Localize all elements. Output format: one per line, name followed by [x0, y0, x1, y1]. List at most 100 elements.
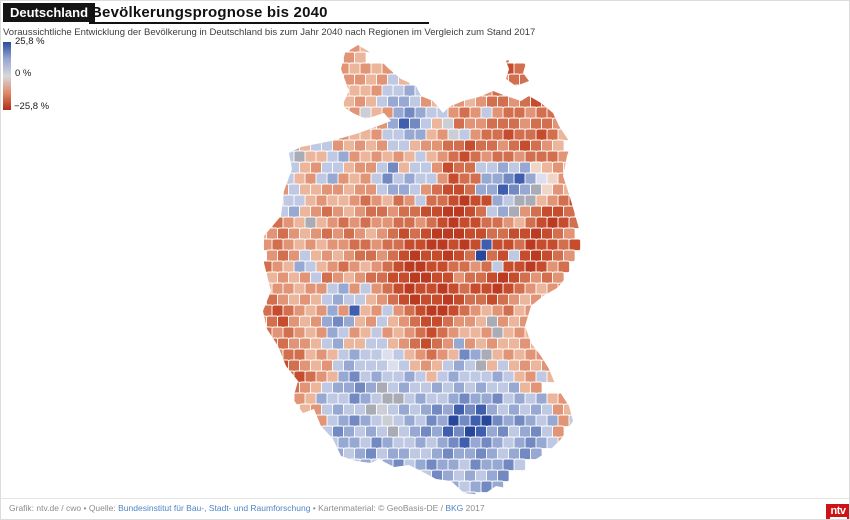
district-cell	[486, 161, 499, 175]
district-cell	[425, 84, 439, 98]
district-cell	[475, 359, 488, 373]
district-cell	[453, 293, 466, 307]
district-cell	[332, 315, 345, 329]
district-cell	[469, 216, 483, 230]
district-cell	[321, 403, 334, 417]
district-cell	[277, 359, 290, 373]
district-cell	[365, 117, 378, 131]
district-cell	[502, 414, 516, 428]
district-cell	[480, 436, 494, 450]
district-cell	[469, 348, 483, 362]
district-cell	[343, 183, 356, 197]
district-cell	[568, 216, 582, 230]
district-cell	[458, 480, 472, 494]
district-cell	[376, 403, 389, 417]
district-cell	[480, 84, 494, 98]
district-cell	[277, 293, 290, 307]
district-cell	[414, 260, 428, 274]
district-cell	[293, 260, 307, 274]
district-cell	[436, 238, 450, 252]
district-cell	[497, 425, 510, 439]
district-cell	[458, 106, 472, 120]
district-cell	[497, 315, 510, 329]
district-cell	[381, 106, 395, 120]
district-cell	[535, 370, 549, 384]
district-cell	[420, 403, 433, 417]
district-cell	[409, 117, 422, 131]
district-cell	[282, 150, 296, 164]
district-cell	[491, 62, 505, 76]
district-cell	[321, 183, 334, 197]
district-cell	[304, 282, 318, 296]
district-cell	[464, 73, 477, 87]
credit-text: Grafik: ntv.de / cwo • Quelle:	[9, 503, 119, 513]
district-cell	[359, 326, 373, 340]
district-cell	[365, 403, 378, 417]
district-cell	[447, 370, 461, 384]
district-cell	[288, 293, 301, 307]
district-cell	[420, 381, 433, 395]
district-cell	[321, 139, 334, 153]
district-cell	[431, 161, 444, 175]
district-cell	[480, 194, 494, 208]
district-cell	[263, 183, 268, 197]
country-badge: Deutschland	[3, 3, 96, 22]
district-cell	[447, 84, 461, 98]
ntv-logo: ntv	[826, 504, 849, 519]
district-cell	[497, 447, 510, 461]
district-cell	[354, 161, 367, 175]
district-cell	[409, 139, 422, 153]
district-cell	[458, 84, 472, 98]
district-cell	[392, 172, 406, 186]
district-cell	[343, 73, 356, 87]
district-cell	[310, 117, 323, 131]
district-cell	[387, 469, 400, 483]
district-cell	[315, 106, 329, 120]
district-cell	[310, 359, 323, 373]
district-cell	[552, 249, 565, 263]
source-link[interactable]: Bundesinstitut für Bau-, Stadt- und Raum…	[118, 503, 311, 513]
district-cell	[530, 161, 543, 175]
district-cell	[271, 128, 285, 142]
district-cell	[508, 161, 521, 175]
district-cell	[343, 337, 356, 351]
district-cell	[409, 161, 422, 175]
district-cell	[263, 282, 274, 296]
district-cell	[425, 282, 439, 296]
district-cell	[326, 238, 340, 252]
district-cell	[557, 392, 571, 406]
district-cell	[508, 425, 521, 439]
district-cell	[288, 205, 301, 219]
district-cell	[403, 216, 417, 230]
district-cell	[442, 271, 455, 285]
district-cell	[332, 337, 345, 351]
district-cell	[469, 480, 483, 494]
district-cell	[453, 315, 466, 329]
district-cell	[387, 337, 400, 351]
district-cell	[502, 216, 516, 230]
district-cell	[497, 205, 510, 219]
district-cell	[337, 414, 351, 428]
district-cell	[332, 139, 345, 153]
district-cell	[326, 128, 340, 142]
district-cell	[266, 227, 279, 241]
district-cell	[535, 304, 549, 318]
district-cell	[403, 84, 417, 98]
district-cell	[315, 392, 329, 406]
district-cell	[464, 183, 477, 197]
district-cell	[502, 392, 516, 406]
district-cell	[464, 95, 477, 109]
district-cell	[431, 403, 444, 417]
district-cell	[502, 106, 516, 120]
district-cell	[480, 150, 494, 164]
district-cell	[354, 117, 367, 131]
district-cell	[447, 172, 461, 186]
district-cell	[398, 337, 411, 351]
bkg-link[interactable]: BKG	[445, 503, 464, 513]
district-cell	[541, 359, 554, 373]
district-cell	[266, 183, 279, 197]
district-cell	[354, 425, 367, 439]
district-cell	[271, 216, 285, 230]
district-cell	[381, 436, 395, 450]
district-cell	[332, 51, 345, 65]
